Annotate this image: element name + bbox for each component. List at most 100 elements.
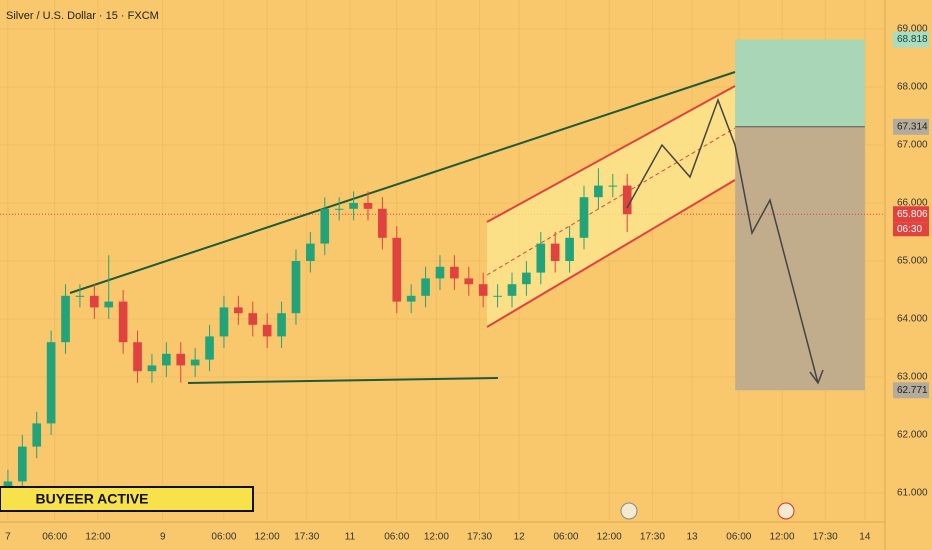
candle-body (205, 336, 214, 360)
x-tick-label: 12:00 (255, 532, 280, 543)
x-tick-label: 11 (345, 532, 356, 543)
candle-body (478, 284, 488, 296)
price-tag-label: 67.314 (897, 121, 928, 132)
trend-line (69, 71, 736, 294)
candle-body (435, 266, 445, 279)
candle-body (363, 203, 373, 209)
chart-title: Silver / U.S. Dollar · 15 · FXCM (6, 10, 159, 22)
x-tick-label: 06:00 (42, 532, 67, 543)
channel-line (486, 85, 736, 223)
y-tick-label: 69.000 (897, 24, 928, 35)
candle-body (248, 313, 258, 325)
x-tick-label: 12:00 (424, 532, 449, 543)
y-tick-label: 66.000 (897, 198, 928, 209)
event-icon[interactable] (777, 502, 795, 520)
price-tag (893, 382, 929, 399)
candle-body (277, 313, 286, 337)
candle-body (32, 423, 42, 447)
candle-body (334, 208, 344, 210)
candle-body (90, 295, 99, 308)
candle-body (421, 278, 430, 296)
countdown-tag (893, 222, 929, 237)
x-tick-label: 17:30 (640, 532, 665, 543)
x-tick-label: 17:30 (294, 532, 319, 543)
support-line (187, 377, 499, 384)
candle-body (392, 237, 402, 302)
candle-body (18, 446, 27, 482)
take-profit-zone (735, 39, 865, 127)
x-tick-label: 06:00 (553, 532, 578, 543)
position-tool (0, 39, 885, 391)
price-tag-label: 62.771 (897, 385, 928, 396)
candle-body (522, 272, 531, 285)
candle-body (550, 243, 560, 261)
candle-body (406, 295, 416, 302)
x-tick-label: 06:00 (384, 532, 409, 543)
x-tick-label: 06:00 (726, 532, 751, 543)
candle-body (349, 203, 358, 209)
candle-body (507, 284, 517, 296)
price-tag-label: 68.818 (897, 34, 928, 45)
stop-zone (735, 126, 865, 391)
candle-body (565, 237, 574, 261)
x-tick-label: 14 (859, 532, 871, 543)
channel-mid (486, 127, 736, 276)
event-icon[interactable] (620, 502, 638, 520)
candle-body (262, 324, 272, 337)
x-tick-label: 9 (160, 532, 166, 543)
y-tick-label: 67.000 (897, 140, 928, 151)
candle-body (450, 266, 459, 279)
channel-fill (487, 86, 735, 327)
x-tick-label: 06:00 (211, 532, 236, 543)
candle-body (291, 261, 301, 314)
candle-body (190, 359, 200, 366)
x-tick-label: 12:00 (85, 532, 110, 543)
projection-arrow (809, 369, 824, 385)
x-tick-label: 13 (686, 532, 698, 543)
countdown: 06:30 (897, 224, 922, 235)
x-tick-label: 12:00 (597, 532, 622, 543)
candle-body (219, 307, 229, 337)
y-tick-label: 68.000 (897, 82, 928, 93)
projection-path (626, 97, 819, 384)
candle-body (622, 185, 632, 215)
x-tick-label: 12 (514, 532, 526, 543)
x-tick-label: 12:00 (770, 532, 795, 543)
x-tick-label: 17:30 (467, 532, 492, 543)
y-tick-label: 63.000 (897, 372, 928, 383)
candles (3, 168, 632, 505)
annotation-box (0, 486, 254, 512)
price-tag (893, 206, 929, 223)
price-tag-label: 65.806 (897, 209, 928, 220)
x-tick-label: 17:30 (813, 532, 838, 543)
channel-line (486, 179, 736, 328)
y-tick-label: 62.000 (897, 430, 928, 441)
y-tick-label: 65.000 (897, 256, 928, 267)
candle-body (320, 208, 330, 244)
candle-body (608, 185, 618, 187)
candle-body (234, 307, 243, 314)
x-tick-label: 7 (5, 532, 11, 543)
candle-body (75, 295, 85, 297)
annotation: BUYEER ACTIVE (35, 491, 148, 507)
candle-body (61, 295, 70, 343)
candle-body (378, 208, 387, 238)
axes: 61.000 62.000 63.000 64.000 65.000 66.000 67.0… (5, 24, 929, 543)
candle-body (46, 342, 56, 424)
candle-body (176, 353, 186, 366)
price-tag (893, 31, 929, 48)
candle-body (464, 278, 474, 285)
candle-body (306, 243, 315, 261)
candle-body (147, 365, 157, 372)
y-tick-label: 64.000 (897, 314, 928, 325)
y-tick-label: 61.000 (897, 488, 928, 499)
candle-body (579, 197, 589, 238)
candle-body (118, 301, 128, 343)
candle-body (536, 243, 546, 273)
candle-body (493, 295, 502, 297)
candle-body (162, 353, 171, 366)
candle-body (594, 185, 603, 198)
candle-body (133, 342, 142, 372)
candle-body (104, 301, 114, 308)
